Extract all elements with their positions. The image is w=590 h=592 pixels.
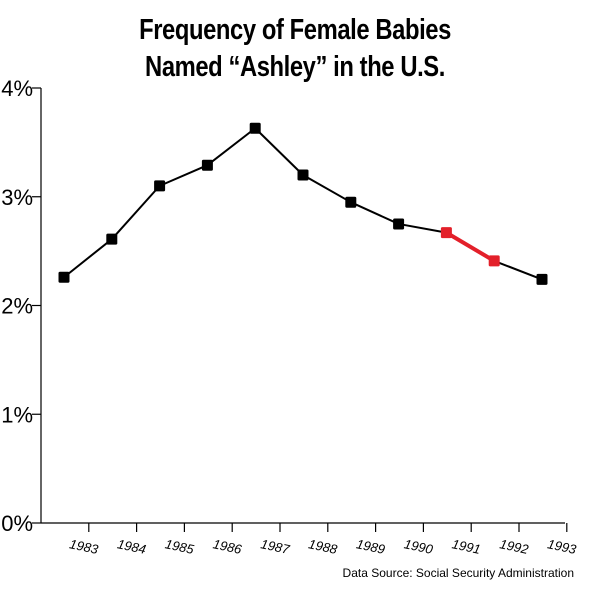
x-axis-ticks: 1983 1984 1985 1986 1987 1988 1989 1990 1991 1992… bbox=[68, 523, 578, 557]
source-note: Data Source: Social Security Administrat… bbox=[342, 566, 574, 580]
data-point bbox=[154, 180, 166, 192]
x-tick-label: 1985 bbox=[164, 536, 196, 557]
x-tick-label: 1990 bbox=[403, 536, 435, 557]
y-tick-label: 4% bbox=[1, 76, 33, 101]
x-tick-label: 1993 bbox=[546, 536, 578, 557]
highlight-point bbox=[488, 255, 500, 267]
y-tick-label: 2% bbox=[1, 294, 33, 319]
data-point bbox=[393, 218, 405, 230]
series-segment bbox=[397, 222, 448, 234]
series-segment bbox=[302, 174, 352, 204]
highlight-point bbox=[440, 227, 452, 239]
chart-title-line-1: Frequency of Female Babies bbox=[139, 14, 451, 46]
data-point bbox=[249, 122, 261, 134]
series-segment bbox=[158, 164, 209, 187]
data-point bbox=[345, 196, 357, 208]
y-axis-ticks: 0% 1% 2% 3% 4% bbox=[1, 76, 41, 536]
data-points bbox=[58, 122, 548, 285]
data-point bbox=[536, 273, 548, 285]
data-point bbox=[106, 233, 118, 245]
y-tick-label: 1% bbox=[1, 402, 33, 427]
x-tick-label: 1989 bbox=[355, 536, 386, 557]
chart-title: Frequency of Female Babies Named “Ashley… bbox=[53, 12, 537, 86]
data-point bbox=[201, 159, 213, 171]
x-tick-label: 1984 bbox=[116, 536, 147, 557]
x-tick-label: 1983 bbox=[68, 536, 100, 557]
series-segment bbox=[493, 259, 543, 281]
series-segment bbox=[206, 127, 257, 167]
series-lines bbox=[63, 127, 543, 281]
x-tick-label: 1987 bbox=[259, 536, 291, 557]
series-segment bbox=[110, 184, 161, 241]
data-point bbox=[58, 271, 70, 283]
x-tick-label: 1991 bbox=[451, 536, 482, 557]
y-tick-label: 0% bbox=[1, 511, 33, 536]
chart-title-line-2: Named “Ashley” in the U.S. bbox=[145, 51, 445, 83]
highlight-segment bbox=[444, 230, 497, 263]
series-segment bbox=[63, 238, 113, 279]
x-tick-label: 1992 bbox=[498, 536, 530, 557]
x-tick-label: 1986 bbox=[212, 536, 244, 557]
axes bbox=[40, 88, 565, 524]
data-point bbox=[297, 169, 309, 181]
x-tick-label: 1988 bbox=[307, 536, 339, 557]
series-segment bbox=[254, 127, 304, 176]
y-tick-label: 3% bbox=[1, 185, 33, 210]
series-segment bbox=[349, 201, 400, 225]
